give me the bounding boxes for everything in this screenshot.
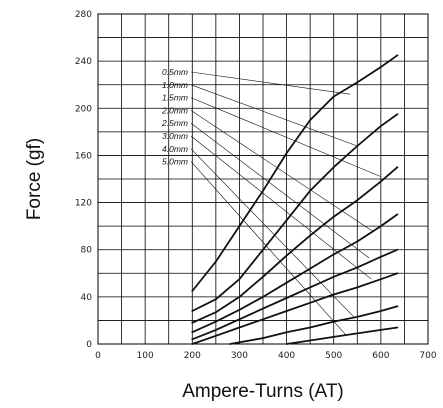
leader-line-5.0mm bbox=[190, 161, 346, 335]
legend-label-5.0mm: 5.0mm bbox=[162, 157, 188, 167]
y-tick-label: 160 bbox=[75, 151, 92, 161]
x-tick-label: 200 bbox=[184, 351, 201, 361]
legend-label-2.5mm: 2.5mm bbox=[161, 118, 188, 128]
series-line-5.0mm bbox=[285, 326, 399, 345]
legend-label-1.0mm: 1.0mm bbox=[162, 80, 188, 90]
x-axis-ticks: 0 100 200 300 400 500 600 700 bbox=[95, 351, 437, 361]
legend-label-2.0mm: 2.0mm bbox=[161, 105, 188, 115]
y-tick-label: 280 bbox=[75, 10, 92, 20]
y-tick-label: 240 bbox=[75, 57, 92, 67]
x-tick-label: 700 bbox=[419, 351, 436, 361]
series-line-0.5mm bbox=[191, 54, 399, 292]
x-tick-label: 600 bbox=[372, 351, 389, 361]
y-axis-label: Force (gf) bbox=[24, 138, 45, 220]
leader-line-1.5mm bbox=[190, 97, 381, 177]
legend-label-0.5mm: 0.5mm bbox=[162, 67, 188, 77]
x-tick-label: 0 bbox=[95, 351, 101, 361]
legend-leader-lines bbox=[190, 71, 381, 335]
x-tick-label: 500 bbox=[325, 351, 342, 361]
leader-line-4.0mm bbox=[190, 148, 356, 319]
leader-line-2.0mm bbox=[190, 110, 374, 233]
y-tick-label: 40 bbox=[81, 293, 93, 303]
plot-frame bbox=[97, 13, 429, 345]
series-line-3.0mm bbox=[191, 272, 399, 345]
series-line-4.0mm bbox=[229, 305, 399, 345]
x-tick-label: 100 bbox=[137, 351, 154, 361]
y-axis-ticks: 0 40 80 120 160 200 240 280 bbox=[75, 10, 92, 350]
legend-label-4.0mm: 4.0mm bbox=[162, 144, 188, 154]
leader-line-0.5mm bbox=[190, 71, 351, 95]
x-tick-label: 400 bbox=[278, 351, 295, 361]
leader-line-3.0mm bbox=[190, 135, 372, 280]
y-tick-label: 0 bbox=[86, 340, 92, 350]
y-tick-label: 120 bbox=[75, 199, 92, 209]
series-line-1.0mm bbox=[191, 113, 399, 312]
series-line-2.0mm bbox=[191, 213, 399, 334]
x-tick-label: 300 bbox=[231, 351, 248, 361]
series-line-1.5mm bbox=[191, 166, 399, 324]
leader-line-2.5mm bbox=[190, 122, 370, 259]
series-line-2.5mm bbox=[191, 248, 399, 341]
grid-lines bbox=[97, 14, 429, 344]
legend: 0.5mm 1.0mm 1.5mm 2.0mm 2.5mm 3.0mm 4.0mm 5.0mm bbox=[161, 67, 188, 167]
x-axis-label: Ampere-Turns (AT) bbox=[182, 381, 344, 402]
y-tick-label: 200 bbox=[75, 104, 92, 114]
legend-label-3.0mm: 3.0mm bbox=[162, 131, 188, 141]
y-tick-label: 80 bbox=[81, 246, 93, 256]
legend-label-1.5mm: 1.5mm bbox=[162, 93, 188, 103]
leader-line-1.0mm bbox=[190, 84, 358, 147]
data-series bbox=[191, 54, 399, 345]
